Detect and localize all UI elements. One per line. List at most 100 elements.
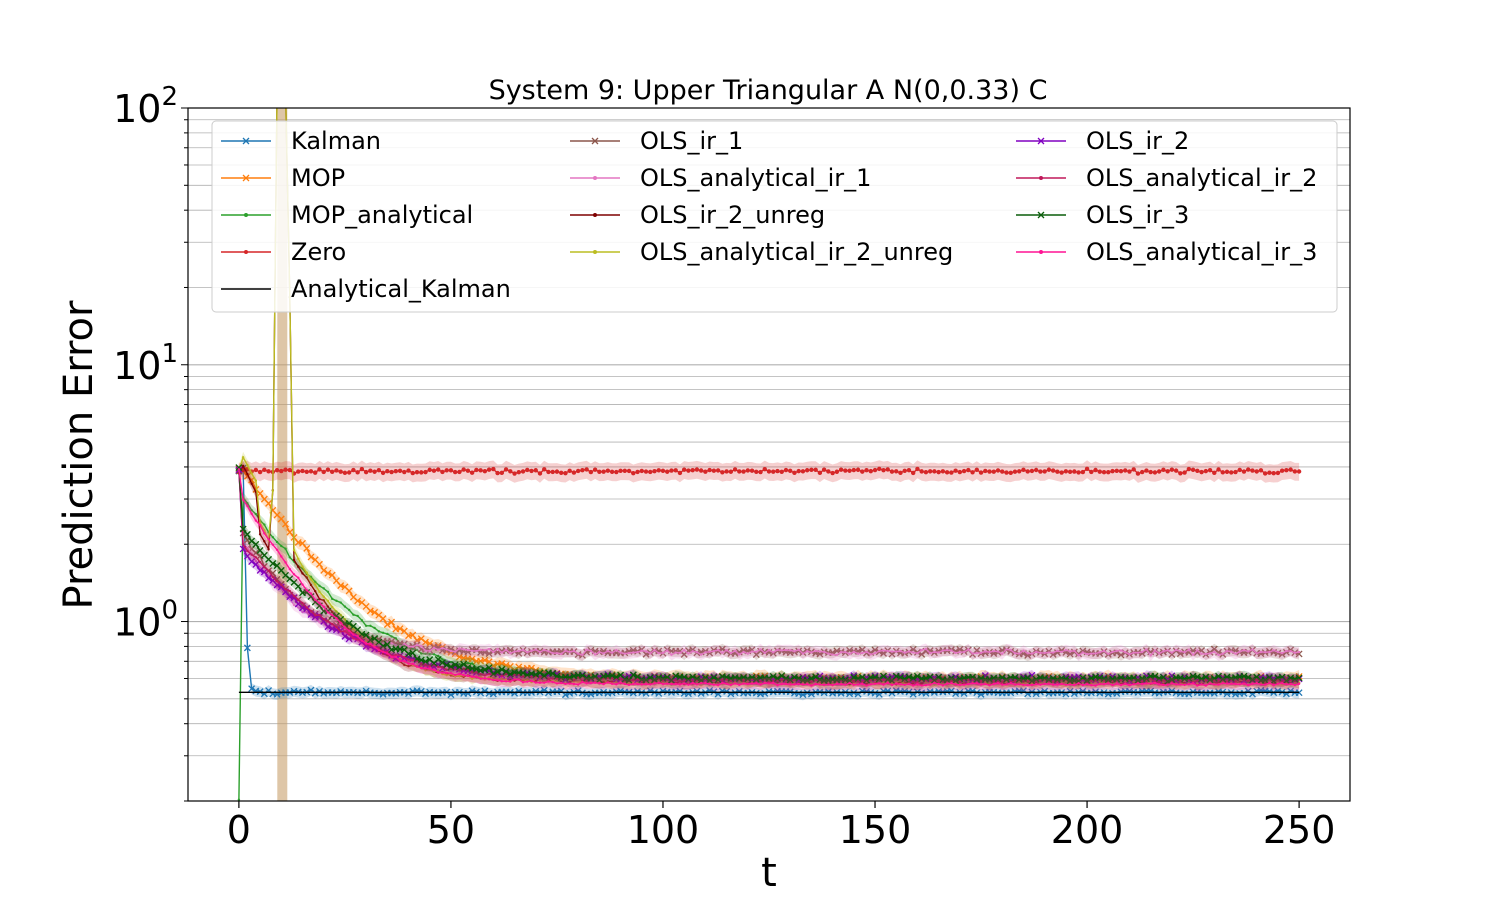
marker-ols-analytical-ir-3 — [538, 681, 542, 684]
marker-ols-analytical-ir-3 — [1124, 682, 1127, 685]
marker-ols-analytical-ir-2 — [682, 680, 686, 683]
marker-ols-analytical-ir-3 — [1221, 681, 1224, 685]
marker-ols-analytical-ir-3 — [1136, 682, 1140, 685]
marker-ols-ir-1 — [1075, 650, 1083, 658]
marker-ols-analytical-ir-1 — [954, 651, 957, 655]
marker-zero — [877, 466, 882, 472]
marker-zero — [639, 468, 644, 474]
marker-ols-analytical-ir-3 — [1081, 683, 1085, 687]
marker-ols-ir-2 — [320, 618, 328, 625]
marker-ols-analytical-ir-2-unreg — [297, 557, 300, 561]
marker-ols-ir-1 — [485, 650, 493, 658]
marker-ols-analytical-ir-2 — [322, 617, 325, 621]
marker-ols-analytical-ir-1 — [1213, 650, 1216, 654]
marker-ols-analytical-ir-3 — [950, 681, 953, 685]
marker-ols-ir-3 — [455, 663, 463, 671]
marker-ols-analytical-ir-3 — [615, 683, 618, 686]
marker-ols-analytical-ir-2-unreg — [526, 678, 529, 682]
marker-ols-analytical-ir-1 — [1149, 654, 1152, 657]
marker-ols-analytical-ir-1 — [1289, 649, 1292, 653]
marker-zero — [834, 469, 840, 474]
marker-ols-analytical-ir-1 — [831, 653, 834, 656]
marker-zero — [529, 468, 534, 474]
legend-item-ols-ir-2-unreg: OLS_ir_2_unreg — [570, 201, 825, 229]
marker-ols-ir-3 — [294, 582, 302, 590]
marker-ols-analytical-ir-1 — [568, 650, 571, 654]
marker-ols-ir-2 — [252, 560, 260, 568]
marker-zero — [1279, 468, 1285, 473]
marker-ols-analytical-ir-2-unreg — [301, 565, 304, 568]
marker-ols-ir-3 — [646, 674, 654, 682]
marker-ols-ir-2 — [290, 594, 298, 602]
marker-ols-analytical-ir-2 — [814, 678, 817, 682]
marker-mop-analytical — [330, 597, 334, 601]
marker-ols-ir-3 — [710, 674, 718, 682]
marker-ols-analytical-ir-3 — [1225, 682, 1229, 685]
marker-ols-analytical-ir-3 — [1293, 683, 1297, 687]
marker-zero — [889, 469, 895, 474]
marker-ols-ir-3 — [680, 673, 688, 681]
marker-ols-ir-3 — [485, 664, 493, 672]
marker-ols-analytical-ir-2-unreg — [1018, 680, 1021, 684]
marker-ols-analytical-ir-1 — [411, 645, 414, 649]
marker-ols-analytical-ir-1 — [750, 650, 754, 653]
marker-ols-ir-3 — [519, 669, 527, 677]
marker-ols-ir-1 — [1066, 650, 1074, 658]
marker-ols-analytical-ir-2 — [441, 666, 444, 669]
marker-zero — [944, 470, 950, 475]
marker-ols-analytical-ir-3 — [420, 666, 423, 670]
marker-ols-analytical-ir-1 — [916, 652, 919, 655]
marker-zero — [1284, 467, 1289, 473]
marker-mop — [320, 567, 328, 574]
marker-ols-analytical-ir-3 — [437, 671, 440, 674]
marker-ols-analytical-ir-1 — [1272, 649, 1275, 652]
marker-kalman — [362, 687, 370, 695]
marker-ols-analytical-ir-3 — [1297, 682, 1301, 685]
marker-ols-analytical-ir-2 — [861, 680, 864, 683]
marker-ols-analytical-ir-3 — [1145, 682, 1148, 685]
marker-ols-ir-2-unreg — [330, 610, 334, 614]
marker-ols-analytical-ir-2 — [691, 680, 694, 683]
marker-ols-analytical-ir-3 — [695, 683, 699, 686]
marker-ols-analytical-ir-1 — [424, 649, 427, 652]
marker-ols-analytical-ir-1 — [937, 651, 940, 654]
marker-ols-ir-2-unreg — [314, 589, 317, 593]
marker-ols-ir-3 — [451, 661, 459, 669]
marker-ols-analytical-ir-1 — [827, 652, 830, 655]
marker-mop — [307, 553, 315, 561]
marker-ols-analytical-ir-3 — [882, 683, 885, 686]
marker-ols-analytical-ir-2-unreg — [695, 681, 699, 684]
marker-zero — [749, 468, 755, 473]
marker-ols-analytical-ir-3 — [1170, 682, 1174, 685]
marker-ols-ir-1 — [252, 549, 260, 557]
marker-mop-analytical — [432, 653, 436, 656]
marker-zero — [995, 468, 1001, 473]
legend-marker-ols-analytical-ir-2 — [1039, 176, 1043, 180]
marker-mop-analytical — [314, 580, 317, 584]
marker-zero — [1173, 468, 1179, 473]
marker-ols-analytical-ir-2-unreg — [738, 680, 741, 683]
marker-zero — [1106, 470, 1111, 475]
marker-ols-ir-3 — [723, 673, 731, 681]
marker-ols-analytical-ir-2 — [937, 679, 940, 683]
marker-ols-analytical-ir-2 — [967, 678, 970, 682]
marker-ols-analytical-ir-1 — [564, 649, 567, 652]
marker-ols-ir-3 — [1041, 674, 1049, 682]
marker-ols-analytical-ir-3 — [593, 681, 597, 684]
marker-ols-analytical-ir-2-unreg — [924, 681, 928, 684]
marker-kalman — [922, 689, 930, 697]
marker-ols-analytical-ir-3 — [1085, 682, 1089, 686]
marker-zero — [491, 466, 496, 472]
marker-ols-ir-1 — [1210, 645, 1218, 653]
marker-zero — [482, 469, 488, 474]
marker-ols-analytical-ir-1 — [975, 651, 979, 655]
marker-ols-ir-3 — [905, 673, 913, 681]
marker-zero — [987, 469, 992, 474]
marker-ols-analytical-ir-1 — [1022, 649, 1025, 652]
marker-ols-analytical-ir-2-unreg — [1200, 680, 1203, 684]
marker-zero — [1250, 468, 1255, 473]
marker-ols-analytical-ir-3 — [555, 682, 559, 685]
marker-ols-analytical-ir-2-unreg — [1132, 680, 1135, 683]
marker-ols-analytical-ir-2 — [712, 678, 716, 682]
marker-mop — [515, 663, 523, 671]
